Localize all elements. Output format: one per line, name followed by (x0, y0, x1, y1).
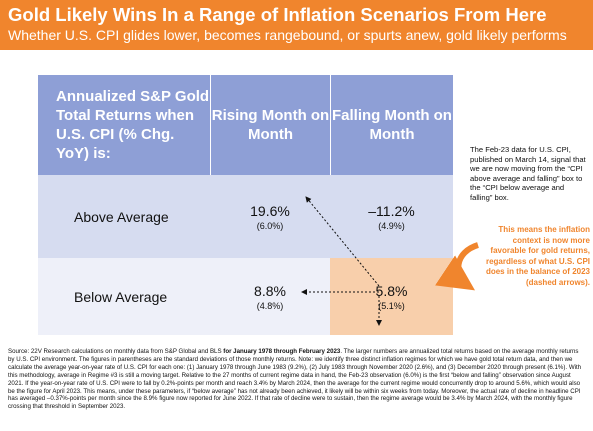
table-cell: 8.8% (4.8%) (210, 258, 330, 335)
source-text: . The larger numbers are annualized tota… (8, 348, 582, 411)
table-cell: –11.2% (4.9%) (330, 175, 453, 258)
return-value: –11.2% (368, 202, 415, 219)
table-cell: 19.6% (6.0%) (210, 175, 330, 258)
row-label: Below Average (38, 258, 210, 335)
return-value: 19.6% (250, 202, 290, 219)
table-header-cell: Falling Month on Month (330, 75, 453, 175)
side-note: The Feb-23 data for U.S. CPI, published … (470, 145, 586, 202)
title: Gold Likely Wins In a Range of Inflation… (8, 4, 547, 25)
row-label: Above Average (38, 175, 210, 258)
std-dev: (4.8%) (256, 300, 284, 311)
curved-arrow (435, 242, 480, 291)
std-dev: (4.9%) (378, 220, 405, 231)
std-dev: (5.1%) (378, 300, 405, 311)
std-dev: (6.0%) (256, 220, 284, 231)
table-header-cell: Annualized S&P Gold Total Returns when U… (38, 75, 210, 175)
source-note: Source: 22V Research calculations on mon… (8, 348, 586, 411)
source-text: Source: 22V Research calculations on mon… (8, 348, 224, 355)
dashed-arrows (301, 196, 382, 326)
return-value: 5.8% (375, 282, 408, 299)
return-value: 8.8% (254, 282, 286, 299)
callout: This means the inflation context is now … (485, 225, 590, 287)
table-cell: 5.8% (5.1%) (330, 258, 453, 335)
subtitle: Whether U.S. CPI glides lower, becomes r… (8, 27, 567, 43)
table-header-cell: Rising Month on Month (210, 75, 330, 175)
source-bold: for January 1978 through February 2023 (223, 348, 341, 355)
header-banner (0, 0, 593, 50)
